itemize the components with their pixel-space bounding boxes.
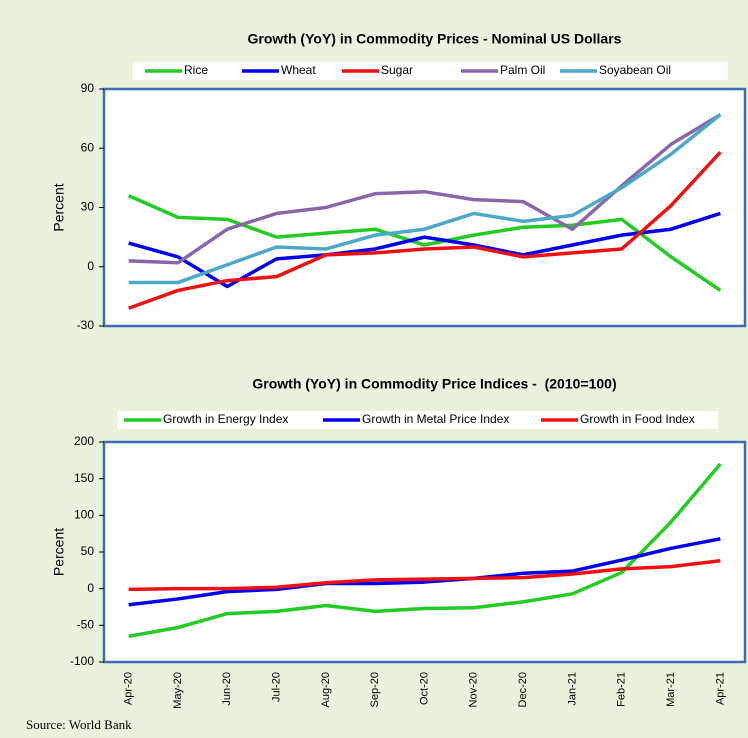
y-tick-label: 100 <box>74 508 94 522</box>
y-axis-label: Percent <box>51 183 67 231</box>
x-tick-label: May-20 <box>172 672 184 709</box>
y-tick-label: 50 <box>81 544 95 558</box>
data-line <box>128 559 721 592</box>
legend-label: Soyabean Oil <box>599 63 671 77</box>
y-tick-label: 150 <box>74 471 94 485</box>
y-tick-label: -30 <box>77 318 95 332</box>
legend-label: Rice <box>184 63 208 77</box>
x-tick-label: Jan-21 <box>566 672 578 706</box>
x-tick-label: Nov-20 <box>468 672 480 707</box>
y-tick-label: 0 <box>87 581 94 595</box>
legend <box>133 62 728 80</box>
data-line <box>127 194 722 292</box>
chart-title: Growth (YoY) in Commodity Prices - Nomin… <box>248 31 622 47</box>
x-tick-label: Dec-20 <box>517 672 529 707</box>
x-tick-label: Jun-20 <box>221 672 233 706</box>
legend-label: Sugar <box>381 63 413 77</box>
data-line <box>128 537 721 607</box>
y-tick-label: -100 <box>70 654 94 668</box>
y-tick-label: 90 <box>81 81 95 95</box>
x-tick-label: Oct-20 <box>418 672 430 705</box>
source-note: Source: World Bank <box>26 717 132 732</box>
x-tick-label: Apr-20 <box>123 672 135 705</box>
legend-label: Palm Oil <box>500 63 545 77</box>
data-line <box>128 151 722 310</box>
plot-area <box>102 87 747 328</box>
legend <box>118 411 718 429</box>
x-tick-label: Apr-21 <box>714 672 726 705</box>
x-tick-label: Mar-21 <box>665 672 677 707</box>
legend-label: Wheat <box>281 63 316 77</box>
x-tick-label: Jul-20 <box>270 672 282 702</box>
x-tick-label: Sep-20 <box>369 672 381 707</box>
chart-title: Growth (YoY) in Commodity Price Indices … <box>252 376 616 392</box>
y-tick-label: 60 <box>81 140 95 154</box>
data-line <box>128 211 721 289</box>
y-tick-label: -50 <box>77 618 95 632</box>
data-line <box>128 113 722 285</box>
legend-label: Growth in Metal Price Index <box>362 412 509 426</box>
legend-label: Growth in Food Index <box>580 412 695 426</box>
y-tick-label: 0 <box>87 259 94 273</box>
y-tick-label: 200 <box>74 434 94 448</box>
y-tick-label: 30 <box>81 200 95 214</box>
x-tick-label: Aug-20 <box>320 672 332 707</box>
legend-label: Growth in Energy Index <box>163 412 288 426</box>
y-axis-label: Percent <box>51 528 67 576</box>
x-tick-label: Feb-21 <box>616 672 628 707</box>
data-line <box>128 462 722 639</box>
